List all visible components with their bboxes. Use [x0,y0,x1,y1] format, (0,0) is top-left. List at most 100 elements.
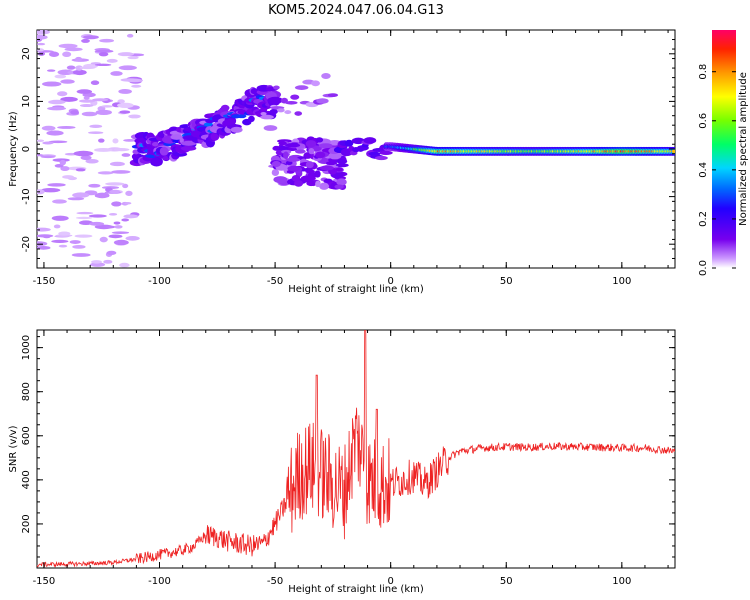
heatmap-blob [75,56,83,62]
heatmap-blob [47,69,56,72]
heatmap-blob [64,47,83,52]
snr-xtick-label: 100 [612,576,631,587]
snr-xtick-label: -150 [33,576,56,587]
heatmap-blob [294,85,309,90]
heatmap-blob [60,96,78,102]
heatmap-blob [103,259,113,264]
heatmap-blob [294,180,304,187]
heatmap-blob [40,155,56,159]
spectrogram-xtick-label: 50 [500,276,513,287]
heatmap-blob [83,35,99,40]
heatmap-blob [106,250,117,255]
spectrogram-heatmap [37,30,675,268]
heatmap-blob [327,93,339,97]
figure-title: KOM5.2024.047.06.04.G13 [268,3,444,18]
heatmap-blob [90,260,102,264]
heatmap-blob [260,114,274,120]
snr-xtick-label: -50 [267,576,283,587]
heatmap-blob [203,122,214,127]
heatmap-blob [94,192,110,199]
heatmap-blob [126,33,134,38]
heatmap-blob [111,231,130,235]
heatmap-blob [69,240,81,244]
heatmap-blob [260,112,267,116]
heatmap-blob [60,79,75,84]
snr-frame [36,329,676,569]
heatmap-blob [89,124,103,129]
heatmap-blob [315,151,326,159]
heatmap-blob [267,96,284,104]
heatmap-blob [125,190,133,196]
heatmap-blob [98,52,109,57]
heatmap-blob [90,80,100,86]
heatmap-blob [379,150,393,155]
heatmap-blob [162,155,170,161]
heatmap-blob [263,125,278,131]
heatmap-blob [109,189,121,194]
heatmap-blob [128,114,141,119]
heatmap-blob [111,170,131,174]
heatmap-blob [97,171,114,175]
spectrogram-xtick-label: -50 [267,276,283,287]
heatmap-blob [71,253,91,257]
heatmap-blob [118,65,137,71]
spectrogram-xtick-label: 0 [387,276,393,287]
heatmap-blob [117,102,134,109]
heatmap-blob [127,55,139,60]
heatmap-blob [37,42,46,46]
heatmap-blob [321,72,331,80]
heatmap-blob [101,105,113,108]
heatmap-blob [48,51,60,57]
heatmap-blob [40,188,61,193]
heatmap-blob [277,108,285,113]
heatmap-blob [70,110,80,115]
colorbar: 0.0 0.2 0.4 0.6 0.8 Normalized spectral ampl… [698,30,749,276]
heatmap-blob [180,145,197,151]
colorbar-tick-label: 0.8 [698,64,709,80]
heatmap-blob [41,125,56,131]
heatmap-blob [37,241,48,247]
heatmap-blob [121,153,131,157]
heatmap-blob [51,239,69,244]
snr-ylabel: SNR (v/v) [8,425,19,472]
heatmap-blob [311,80,320,87]
heatmap-blob [98,138,105,143]
colorbar-label: Normalized spectral amplitude [738,72,749,226]
heatmap-blob [42,81,62,87]
heatmap-blob [92,98,109,102]
heatmap-blob [37,153,44,157]
heatmap-blob [150,156,163,166]
heatmap-blob [305,140,317,148]
heatmap-blob [290,94,300,100]
heatmap-blob [124,202,132,205]
heatmap-blob [273,145,279,151]
heatmap-blob [75,65,83,71]
heatmap-blob [278,141,287,146]
heatmap-blob [88,131,104,135]
colorbar-tick-label: 0.0 [698,260,709,276]
heatmap-blob [99,38,114,43]
heatmap-blob [76,89,92,94]
heatmap-blob [37,30,50,35]
heatmap-blob [52,199,67,204]
heatmap-blob [54,74,67,79]
spectrogram-ytick-label: 20 [21,47,32,60]
heatmap-blob [284,101,298,105]
heatmap-blob [152,141,160,147]
heatmap-blob [99,236,108,243]
heatmap-blob [66,65,76,70]
snr-ytick-label: 800 [21,382,32,401]
colorbar-gradient [712,30,736,268]
heatmap-blob [58,231,71,236]
heatmap-blob [220,104,230,112]
heatmap-blob [90,262,106,267]
heatmap-blob [271,160,281,168]
heatmap-blob [37,245,51,250]
heatmap-blob [269,108,278,115]
snr-ytick-label: 200 [21,514,32,533]
heatmap-blob [52,158,70,162]
spectrogram-ytick-label: -10 [21,188,32,204]
heatmap-blob [250,88,258,95]
spectrogram-ylabel: Frequency (Hz) [8,111,19,187]
heatmap-blob [271,168,280,177]
